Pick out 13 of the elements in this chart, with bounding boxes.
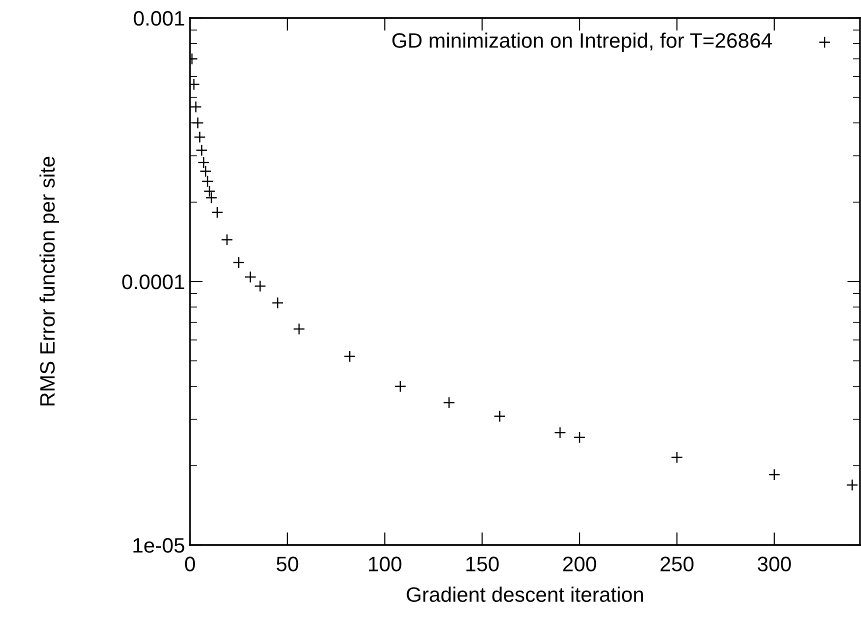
x-tick-label: 300 bbox=[758, 556, 791, 572]
x-tick-label: 100 bbox=[368, 556, 402, 572]
x-tick-label: 200 bbox=[563, 556, 596, 572]
x-axis-title: Gradient descent iteration bbox=[406, 586, 643, 602]
y-axis-title: RMS Error function per site bbox=[40, 156, 59, 406]
x-tick-label: 150 bbox=[466, 556, 499, 572]
legend-label: GD minimization on Intrepid, for T=26864 bbox=[392, 32, 772, 52]
y-tick-label: 0.0001 bbox=[122, 274, 184, 290]
y-tick-label: 1e-05 bbox=[133, 538, 184, 553]
x-tick-label: 50 bbox=[276, 556, 298, 572]
x-tick-label: 0 bbox=[185, 556, 195, 572]
x-tick-label: 250 bbox=[660, 556, 694, 572]
y-tick-label: 0.001 bbox=[134, 11, 184, 26]
